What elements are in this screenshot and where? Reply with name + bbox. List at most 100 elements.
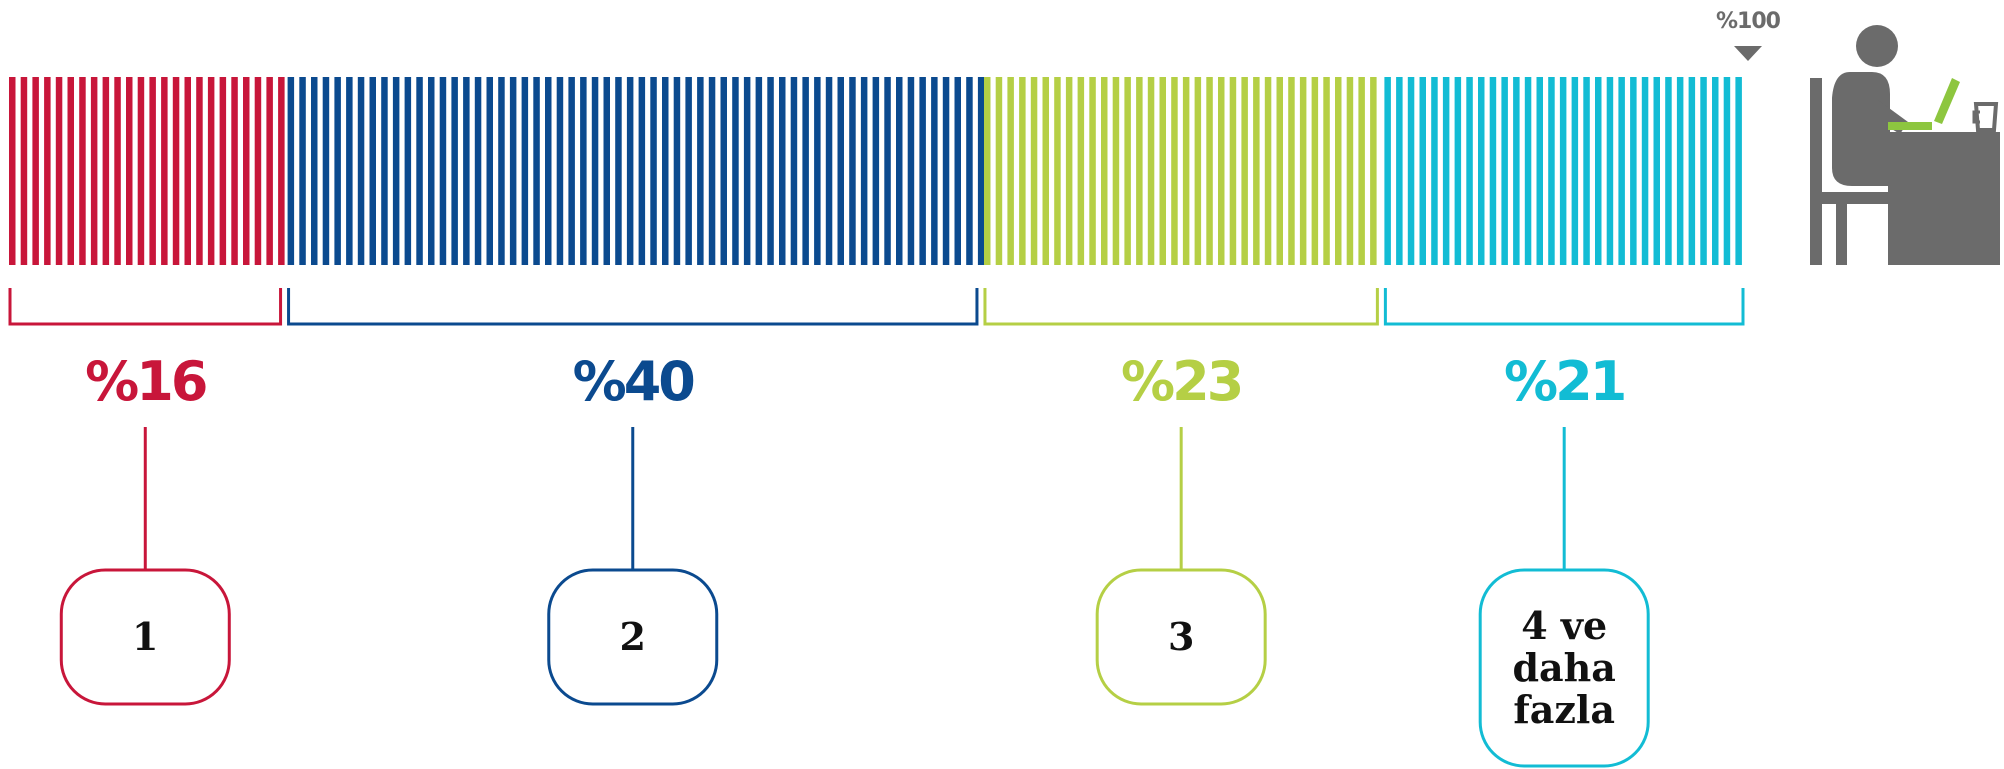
bar-stripe [32, 77, 39, 265]
bar-stripe [1054, 77, 1061, 265]
bar-stripe [779, 77, 786, 265]
bar-stripe [474, 77, 482, 265]
bar-stripe [860, 77, 868, 265]
bar-stripe [1489, 77, 1497, 265]
bar-stripe [126, 77, 133, 265]
bar-stripe [1548, 77, 1555, 265]
bar-stripe [404, 77, 412, 265]
category-label: daha [1512, 645, 1615, 690]
bar-stripe [1396, 77, 1403, 265]
bar-stripe [207, 77, 215, 265]
bar-stripe [9, 77, 16, 265]
bar-stripe [79, 77, 86, 265]
bar-stripe [802, 77, 809, 265]
bar-stripe [767, 77, 774, 265]
bar-stripe [1524, 77, 1532, 265]
bar-stripe [1536, 77, 1543, 265]
bar-stripe [1384, 77, 1391, 265]
bar-stripe [90, 77, 98, 265]
bar-stripe [977, 77, 985, 265]
bar-stripe [509, 77, 517, 265]
bar-stripe [825, 77, 833, 265]
bar-stripe [685, 77, 692, 265]
bar-stripe [1077, 77, 1085, 265]
bar-stripe [1253, 77, 1260, 265]
bar-stripe [184, 77, 191, 265]
bar-stripe [196, 77, 203, 265]
bar-stripe [1571, 77, 1579, 265]
bar-stripe [931, 77, 938, 265]
bar-stripe [743, 77, 751, 265]
bar-stripe [1735, 77, 1742, 265]
bar-stripe [1335, 77, 1342, 265]
bar-stripe [954, 77, 961, 265]
bar-stripe [1182, 77, 1190, 265]
bar-stripe [346, 77, 353, 265]
bar-stripe [1358, 77, 1365, 265]
bar-stripe [1101, 77, 1108, 265]
bar-stripe [966, 77, 973, 265]
bar-stripe [907, 77, 915, 265]
segment-bracket [1383, 288, 1745, 326]
bar-stripe [1583, 77, 1590, 265]
bar-stripe [1700, 77, 1707, 265]
bar-stripe [1288, 77, 1295, 265]
bar-stripe [357, 77, 365, 265]
bar-stripe [615, 77, 622, 265]
category-box [59, 568, 231, 706]
bar-stripe [1419, 77, 1426, 265]
bar-stripe [1431, 77, 1438, 265]
bar-stripe [102, 77, 110, 265]
bar-stripe [872, 77, 880, 265]
bar-stripe [1112, 77, 1120, 265]
percent-labels: %16 %40 %23 %21 [85, 350, 1627, 413]
bar-stripe [1206, 77, 1213, 265]
bar-stripe [673, 77, 681, 265]
percent-label: %23 [1121, 350, 1241, 413]
category-box [1478, 568, 1650, 768]
bar-stripe [114, 77, 121, 265]
bar-stripe [837, 77, 844, 265]
bar-stripe [1323, 77, 1330, 265]
bar-stripe [1311, 77, 1319, 265]
bar-stripe [603, 77, 610, 265]
bar-stripe [287, 77, 295, 265]
bar-stripe [1653, 77, 1660, 265]
bar-stripe [1454, 77, 1462, 265]
category-label: 4 ve [1521, 603, 1607, 648]
category-label: 2 [620, 614, 646, 659]
bar-stripe [254, 77, 262, 265]
category-label: fazla [1513, 687, 1615, 732]
bar-stripe [995, 77, 1003, 265]
bar-stripe [533, 77, 540, 265]
bar-stripe [498, 77, 505, 265]
category-label: 3 [1168, 614, 1194, 659]
bar-stripe [942, 77, 950, 265]
segment-bracket [287, 288, 979, 326]
bar-stripe [1630, 77, 1637, 265]
bar-stripe [463, 77, 470, 265]
bar-stripe [708, 77, 716, 265]
bar-stripe [1042, 77, 1049, 265]
segment-bracket [983, 288, 1379, 326]
bar-stripe [278, 77, 285, 265]
bar-stripe [1171, 77, 1178, 265]
bar-stripe [1089, 77, 1096, 265]
bar-stripe [231, 77, 238, 265]
bar-stripe [67, 77, 74, 265]
bar-stripe [732, 77, 739, 265]
bar-stripe [1264, 77, 1272, 265]
bar-stripe [1501, 77, 1508, 265]
total-label: %100 [1716, 9, 1781, 34]
down-triangle-icon [1734, 46, 1762, 61]
bar-stripe [1676, 77, 1684, 265]
bar-stripe [299, 77, 306, 265]
bar-stripe [1229, 77, 1237, 265]
bar-stripe [161, 77, 168, 265]
segment-bracket [8, 288, 283, 326]
bar-stripe [1194, 77, 1202, 265]
bar-stripe [1218, 77, 1225, 265]
percent-label: %40 [573, 350, 694, 413]
